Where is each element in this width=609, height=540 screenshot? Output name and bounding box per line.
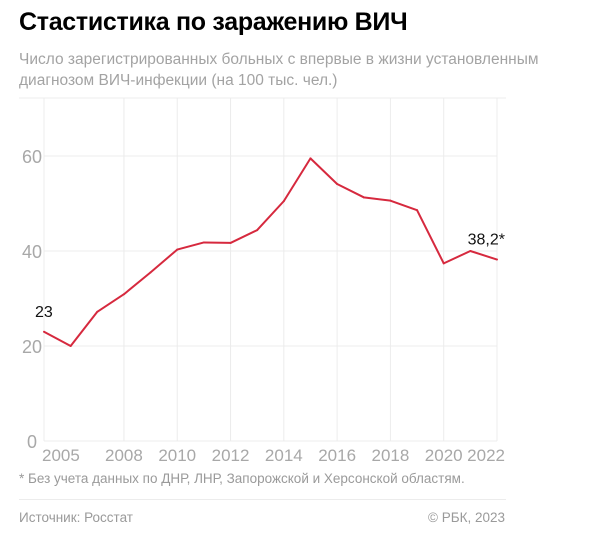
data-point <box>336 183 339 186</box>
data-point <box>389 199 392 202</box>
data-point <box>282 200 285 203</box>
chart-subtitle: Число зарегистрированных больных с вперв… <box>19 51 539 89</box>
series-line <box>43 157 498 347</box>
x-tick-label: 2018 <box>371 446 409 465</box>
data-point <box>149 271 152 274</box>
data-label: 38,2* <box>468 232 505 249</box>
data-point <box>362 196 365 199</box>
x-tick-label: 2008 <box>105 446 143 465</box>
y-tick-label: 60 <box>22 147 42 167</box>
data-point <box>229 241 232 244</box>
data-point <box>43 330 45 333</box>
data-point <box>416 209 419 212</box>
x-tick-label: 2012 <box>212 446 250 465</box>
x-tick-label: 2005 <box>42 446 80 465</box>
y-tick-label: 40 <box>22 242 42 262</box>
data-point <box>69 345 72 347</box>
data-point <box>496 258 498 261</box>
data-point <box>442 262 445 265</box>
x-tick-label: 2010 <box>158 446 196 465</box>
data-point <box>122 293 125 296</box>
x-tick-label: 2016 <box>318 446 356 465</box>
data-point <box>309 157 312 160</box>
data-label: 23 <box>35 304 53 321</box>
copyright: © РБК, 2023 <box>428 510 505 525</box>
data-point <box>176 248 179 251</box>
y-tick-label: 20 <box>22 337 42 357</box>
x-tick-label: 2014 <box>265 446 303 465</box>
x-tick-label: 2022 <box>467 446 505 465</box>
footnote: * Без учета данных по ДНР, ЛНР, Запорожс… <box>19 471 465 486</box>
data-point <box>96 310 99 313</box>
data-point <box>469 250 472 252</box>
data-point <box>256 229 259 232</box>
x-tick-label: 2020 <box>425 446 463 465</box>
divider <box>19 499 506 500</box>
chart-title: Стастистика по заражению ВИЧ <box>19 8 408 36</box>
y-tick-label: 0 <box>27 432 37 452</box>
data-point <box>202 241 205 244</box>
source: Источник: Росстат <box>19 510 133 525</box>
